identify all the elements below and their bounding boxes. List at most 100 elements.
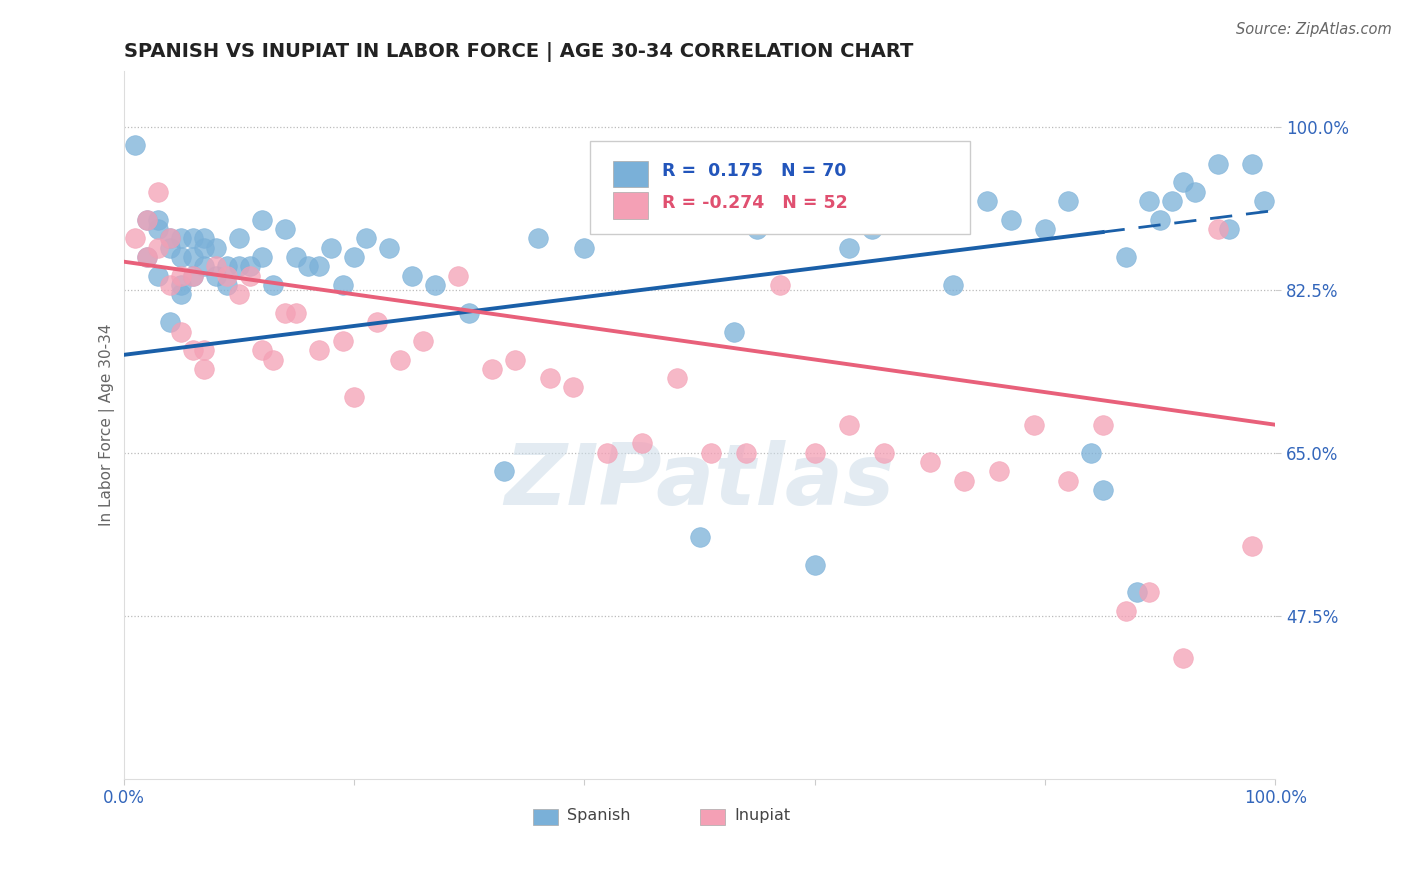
Point — [181, 343, 204, 358]
Point — [527, 231, 550, 245]
Point — [170, 287, 193, 301]
Point — [228, 231, 250, 245]
Point — [193, 260, 215, 274]
Point — [747, 222, 769, 236]
Point — [689, 530, 711, 544]
Point — [503, 352, 526, 367]
Text: SPANISH VS INUPIAT IN LABOR FORCE | AGE 30-34 CORRELATION CHART: SPANISH VS INUPIAT IN LABOR FORCE | AGE … — [124, 42, 912, 62]
Point — [1137, 194, 1160, 208]
Point — [988, 464, 1011, 478]
Point — [181, 231, 204, 245]
Point — [803, 446, 825, 460]
FancyBboxPatch shape — [591, 142, 970, 234]
Point — [769, 277, 792, 292]
Point — [953, 474, 976, 488]
Point — [148, 185, 170, 199]
Point — [135, 250, 157, 264]
Point — [447, 268, 470, 283]
Point — [217, 277, 239, 292]
Point — [343, 390, 366, 404]
Point — [918, 194, 941, 208]
Point — [561, 380, 583, 394]
Point — [860, 222, 883, 236]
Point — [159, 241, 181, 255]
Point — [332, 277, 354, 292]
Text: Inupiat: Inupiat — [734, 808, 790, 823]
Point — [1149, 212, 1171, 227]
Point — [217, 260, 239, 274]
Point — [170, 250, 193, 264]
Point — [148, 268, 170, 283]
Point — [170, 231, 193, 245]
Point — [170, 268, 193, 283]
Point — [1115, 604, 1137, 618]
Point — [1000, 212, 1022, 227]
FancyBboxPatch shape — [700, 809, 725, 825]
Point — [1184, 185, 1206, 199]
Point — [1160, 194, 1182, 208]
Point — [228, 260, 250, 274]
Point — [1091, 483, 1114, 497]
Point — [159, 277, 181, 292]
Point — [193, 343, 215, 358]
Point — [159, 231, 181, 245]
Point — [124, 231, 146, 245]
Point — [193, 241, 215, 255]
Point — [250, 250, 273, 264]
Point — [181, 250, 204, 264]
Point — [873, 446, 896, 460]
Point — [884, 212, 907, 227]
Point — [838, 417, 860, 432]
Point — [838, 241, 860, 255]
Point — [262, 277, 284, 292]
Point — [1126, 585, 1149, 599]
Point — [170, 325, 193, 339]
Point — [135, 212, 157, 227]
Point — [1033, 222, 1056, 236]
Point — [148, 241, 170, 255]
Point — [492, 464, 515, 478]
Point — [1218, 222, 1240, 236]
Point — [389, 352, 412, 367]
Point — [135, 212, 157, 227]
Point — [262, 352, 284, 367]
Point — [250, 343, 273, 358]
Point — [159, 315, 181, 329]
Point — [918, 455, 941, 469]
Point — [239, 260, 262, 274]
Point — [1057, 474, 1080, 488]
Point — [481, 361, 503, 376]
Point — [1241, 157, 1264, 171]
Point — [319, 241, 342, 255]
Point — [723, 325, 745, 339]
Point — [1022, 417, 1045, 432]
Point — [803, 558, 825, 572]
Point — [193, 231, 215, 245]
Text: R =  0.175   N = 70: R = 0.175 N = 70 — [662, 162, 846, 180]
Point — [148, 212, 170, 227]
Point — [228, 287, 250, 301]
Point — [250, 212, 273, 227]
Point — [148, 222, 170, 236]
Point — [1173, 650, 1195, 665]
Point — [205, 260, 228, 274]
Point — [631, 436, 654, 450]
Point — [181, 268, 204, 283]
Text: R = -0.274   N = 52: R = -0.274 N = 52 — [662, 194, 848, 212]
Point — [181, 268, 204, 283]
Point — [538, 371, 561, 385]
Point — [217, 268, 239, 283]
Point — [1173, 176, 1195, 190]
Point — [1137, 585, 1160, 599]
Point — [734, 446, 756, 460]
Point — [308, 260, 330, 274]
Point — [700, 446, 723, 460]
Point — [274, 306, 297, 320]
Point — [205, 268, 228, 283]
Point — [297, 260, 319, 274]
Point — [1206, 157, 1229, 171]
Y-axis label: In Labor Force | Age 30-34: In Labor Force | Age 30-34 — [100, 324, 115, 526]
Point — [423, 277, 446, 292]
Point — [193, 361, 215, 376]
Point — [1241, 539, 1264, 553]
